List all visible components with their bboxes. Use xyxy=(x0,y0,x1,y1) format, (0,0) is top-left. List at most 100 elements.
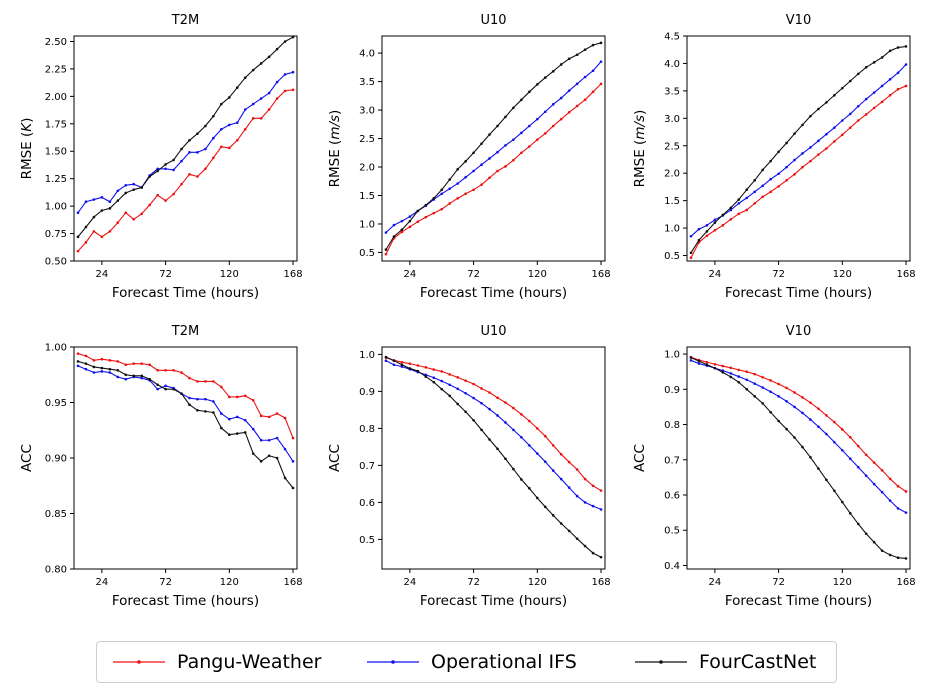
data-point-operational-ifs xyxy=(567,89,571,92)
data-point-pangu-weather xyxy=(235,395,239,399)
data-point-operational-ifs xyxy=(204,397,207,401)
data-point-pangu-weather xyxy=(872,106,876,110)
y-tick-label: 1.0 xyxy=(359,350,375,361)
data-point-fourcastnet xyxy=(599,555,603,559)
data-point-pangu-weather xyxy=(567,111,571,114)
data-point-operational-ifs xyxy=(583,501,587,504)
data-point-operational-ifs xyxy=(424,373,428,377)
x-tick-label: 24 xyxy=(96,577,109,588)
data-point-fourcastnet xyxy=(705,363,709,366)
data-point-fourcastnet xyxy=(156,383,159,387)
data-point-pangu-weather xyxy=(172,192,175,196)
data-point-pangu-weather xyxy=(188,172,191,176)
data-point-fourcastnet xyxy=(785,427,788,431)
data-point-fourcastnet xyxy=(424,203,428,207)
x-tick-label: 24 xyxy=(404,577,417,588)
data-point-pangu-weather xyxy=(283,89,287,93)
data-point-operational-ifs xyxy=(888,499,892,502)
data-point-operational-ifs xyxy=(801,411,804,415)
data-point-operational-ifs xyxy=(108,200,112,204)
data-point-operational-ifs xyxy=(599,60,603,63)
data-point-pangu-weather xyxy=(243,127,247,131)
data-point-operational-ifs xyxy=(243,418,247,422)
data-point-operational-ifs xyxy=(84,367,88,371)
data-point-pangu-weather xyxy=(551,444,555,447)
data-point-fourcastnet xyxy=(904,45,908,48)
data-point-fourcastnet xyxy=(408,367,412,370)
panel-title: V10 xyxy=(786,324,811,339)
data-point-pangu-weather xyxy=(488,391,491,394)
data-point-pangu-weather xyxy=(275,412,279,415)
data-point-operational-ifs xyxy=(777,172,780,176)
x-axis-label: Forecast Time (hours) xyxy=(112,593,259,609)
data-point-pangu-weather xyxy=(841,428,844,431)
data-point-operational-ifs xyxy=(384,231,388,234)
data-point-fourcastnet xyxy=(243,431,247,434)
data-point-pangu-weather xyxy=(180,182,183,186)
data-point-fourcastnet xyxy=(551,514,555,517)
y-axis-label: ACC xyxy=(327,444,343,472)
data-point-operational-ifs xyxy=(761,386,764,389)
data-point-pangu-weather xyxy=(496,169,499,173)
data-point-pangu-weather xyxy=(267,415,271,419)
data-point-pangu-weather xyxy=(753,372,756,376)
data-point-pangu-weather xyxy=(896,87,900,91)
data-point-fourcastnet xyxy=(801,445,804,449)
data-point-pangu-weather xyxy=(543,434,547,438)
data-point-pangu-weather xyxy=(124,211,128,215)
x-tick-label: 120 xyxy=(220,269,239,280)
data-point-fourcastnet xyxy=(156,169,159,173)
data-point-operational-ifs xyxy=(591,69,595,73)
data-point-operational-ifs xyxy=(543,460,547,464)
data-point-operational-ifs xyxy=(480,401,483,405)
panel-6-v10-acc: V10 24 72 120 168 0.4 0.5 0.6 0.7 0.8 0.9 1.0 Foreca… xyxy=(632,324,916,609)
data-point-fourcastnet xyxy=(400,363,404,367)
y-tick-label: 2.00 xyxy=(45,92,67,103)
data-point-pangu-weather xyxy=(259,117,263,120)
data-point-operational-ifs xyxy=(108,371,112,374)
data-point-fourcastnet xyxy=(488,133,491,136)
data-point-operational-ifs xyxy=(124,377,128,381)
data-point-fourcastnet xyxy=(888,49,892,53)
data-point-pangu-weather xyxy=(504,401,507,404)
data-point-fourcastnet xyxy=(456,167,459,171)
data-point-fourcastnet xyxy=(164,163,167,166)
data-point-operational-ifs xyxy=(689,359,693,362)
data-point-fourcastnet xyxy=(400,228,404,231)
data-point-pangu-weather xyxy=(551,124,555,128)
data-point-operational-ifs xyxy=(713,218,717,222)
data-point-operational-ifs xyxy=(488,407,491,411)
data-point-pangu-weather xyxy=(275,97,279,100)
data-point-pangu-weather xyxy=(480,183,483,186)
data-point-fourcastnet xyxy=(880,549,884,552)
data-point-pangu-weather xyxy=(864,113,868,116)
data-point-operational-ifs xyxy=(116,375,120,379)
data-point-pangu-weather xyxy=(148,203,151,207)
y-tick-label: 0.5 xyxy=(359,535,375,546)
data-point-pangu-weather xyxy=(721,224,725,227)
y-tick-label: 4.0 xyxy=(664,59,680,70)
y-tick-label: 1.00 xyxy=(45,343,67,354)
y-tick-label: 0.9 xyxy=(359,387,375,398)
data-point-fourcastnet xyxy=(92,215,96,219)
data-point-fourcastnet xyxy=(164,387,167,391)
data-point-pangu-weather xyxy=(384,252,388,256)
data-point-operational-ifs xyxy=(456,182,459,185)
panel-title: T2M xyxy=(171,324,199,339)
legend: Pangu-Weather Operational IFS FourCastNe… xyxy=(96,641,837,683)
data-point-pangu-weather xyxy=(172,369,175,372)
plot-frame xyxy=(686,35,911,262)
data-point-pangu-weather xyxy=(228,146,231,150)
data-point-pangu-weather xyxy=(761,195,764,199)
data-point-operational-ifs xyxy=(599,508,603,511)
y-tick-label: 1.75 xyxy=(45,119,67,130)
data-point-operational-ifs xyxy=(456,387,459,391)
data-point-operational-ifs xyxy=(228,417,231,421)
series-line-pangu-weather xyxy=(690,85,907,258)
data-point-fourcastnet xyxy=(408,219,412,223)
data-point-fourcastnet xyxy=(84,225,88,229)
data-point-operational-ifs xyxy=(196,151,199,154)
y-tick-label: 1.00 xyxy=(45,202,67,213)
data-point-pangu-weather xyxy=(777,185,780,188)
data-point-fourcastnet xyxy=(480,428,483,432)
